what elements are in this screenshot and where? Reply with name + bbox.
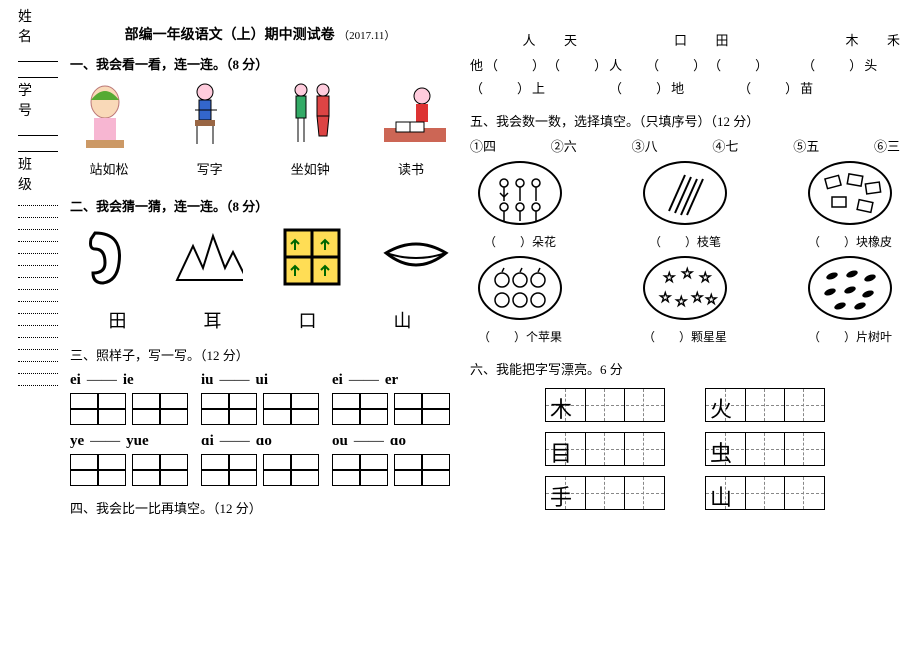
q3-pair-2: ei——er <box>332 372 450 389</box>
q6-heading: 六、我能把字写漂亮。6 分 <box>470 359 900 378</box>
fold-line <box>18 196 58 206</box>
q2-img-ear <box>70 221 140 293</box>
q5-cap2-1: （ ）颗星星 <box>643 328 727 345</box>
q5-options: ①四 ②六 ③八 ④七 ⑤五 ⑥三 <box>470 136 900 155</box>
q5-cap1-0: （ ）朵花 <box>478 233 562 250</box>
id-line2[interactable] <box>18 138 58 152</box>
q4-char-1: 天 <box>564 30 577 49</box>
q3-pair-0: ei——ie <box>70 372 188 389</box>
q1-img-sitting <box>173 79 243 151</box>
q5-heading: 五、我会数一数，选择填空。（只填序号）（12 分） <box>470 111 900 130</box>
q5-cap1-1: （ ）枝笔 <box>643 233 727 250</box>
q6-row3: 手 山 <box>470 476 900 510</box>
q4-heading: 四、我会比一比再填空。（12 分） <box>70 498 450 517</box>
q5-opt-3: ④七 <box>712 136 738 155</box>
q2-ans-1: 耳 <box>204 307 222 333</box>
q6-grid-2[interactable]: 目 <box>545 432 665 466</box>
q2-img-mouth <box>380 221 450 293</box>
q1-img-girl <box>70 79 140 151</box>
q3-heading: 三、照样子，写一写。（12 分） <box>70 345 450 364</box>
q5-flowers <box>478 161 562 225</box>
q2-img-field <box>277 221 347 293</box>
q1-images <box>70 79 450 151</box>
q4-char-0: 人 <box>522 30 535 49</box>
id-label: 学 号 <box>18 80 58 120</box>
q5-opt-5: ⑥三 <box>874 136 900 155</box>
q3-row1: ei——ie iu——ui ei——er <box>70 372 450 425</box>
q1-cap-2: 坐如钟 <box>271 159 349 178</box>
q3-pair-3: ye——yue <box>70 433 188 450</box>
q4-char-4: 木 <box>845 30 858 49</box>
q5-row2: （ ）个苹果 ☆☆☆☆☆☆☆（ ）颗星星 （ ）片树叶 <box>478 256 892 345</box>
name-line2[interactable] <box>18 64 58 78</box>
q3-pair-4: ɑi——ɑo <box>201 433 319 450</box>
q1-img-standing <box>277 79 347 151</box>
name-label: 姓 名 <box>18 6 58 46</box>
title-main: 部编一年级语文（上）期中测试卷 <box>125 28 335 43</box>
svg-text:☆: ☆ <box>675 295 688 310</box>
q2-ans-3: 山 <box>394 307 412 333</box>
paper-title: 部编一年级语文（上）期中测试卷 （2017.11） <box>70 24 450 44</box>
student-info-sidebar: 姓 名 学 号 班级 <box>18 6 58 388</box>
q5-opt-2: ③八 <box>632 136 658 155</box>
q4-row2: （）上 （）地 （）苗 <box>470 78 900 97</box>
q1-cap-1: 写字 <box>171 159 249 178</box>
q5-cap2-0: （ ）个苹果 <box>478 328 562 345</box>
svg-text:☆: ☆ <box>663 271 676 286</box>
q5-opt-1: ②六 <box>551 136 577 155</box>
class-label: 班级 <box>18 154 58 194</box>
q5-pencils <box>643 161 727 225</box>
q6-row2: 目 虫 <box>470 432 900 466</box>
svg-text:☆: ☆ <box>699 271 712 286</box>
q4-top: 人 天 口 田 木 禾 <box>470 30 900 49</box>
title-sub: （2017.11） <box>338 30 395 42</box>
q5-cap1-2: （ ）块橡皮 <box>808 233 892 250</box>
q1-cap-0: 站如松 <box>70 159 148 178</box>
id-line[interactable] <box>18 122 58 136</box>
q5-opt-0: ①四 <box>470 136 496 155</box>
q6-row1: 木 火 <box>470 388 900 422</box>
q4-char-3: 田 <box>715 30 728 49</box>
svg-text:☆: ☆ <box>705 293 718 308</box>
q1-heading: 一、我会看一看，连一连。（8 分） <box>70 54 450 73</box>
q4-char-5: 禾 <box>887 30 900 49</box>
q2-ans-0: 田 <box>109 307 127 333</box>
q3-grid[interactable] <box>70 393 126 425</box>
q1-img-reading <box>380 79 450 151</box>
svg-text:☆: ☆ <box>681 267 694 282</box>
q5-cap2-2: （ ）片树叶 <box>808 328 892 345</box>
q5-apples <box>478 256 562 320</box>
q3-row2: ye——yue ɑi——ɑo ou——ɑo <box>70 433 450 486</box>
q2-heading: 二、我会猜一猜，连一连。（8 分） <box>70 196 450 215</box>
q1-captions: 站如松 写字 坐如钟 读书 <box>70 159 450 178</box>
q6-grid-1[interactable]: 火 <box>705 388 825 422</box>
q6-grid-3[interactable]: 虫 <box>705 432 825 466</box>
q1-cap-3: 读书 <box>372 159 450 178</box>
q4-row1: 他（） （）人 （） （） （）头 <box>470 55 900 74</box>
q5-stars: ☆☆☆☆☆☆☆ <box>643 256 727 320</box>
q2-answers: 田 耳 口 山 <box>70 307 450 333</box>
name-line[interactable] <box>18 48 58 62</box>
q3-pair-1: iu——ui <box>201 372 319 389</box>
q5-erasers <box>808 161 892 225</box>
q6-grid-0[interactable]: 木 <box>545 388 665 422</box>
q6-grid-4[interactable]: 手 <box>545 476 665 510</box>
svg-text:☆: ☆ <box>691 291 704 306</box>
q4-char-2: 口 <box>674 30 687 49</box>
q2-images <box>70 221 450 293</box>
q2-img-mountain <box>173 221 243 293</box>
q5-row1: （ ）朵花 （ ）枝笔 （ ）块橡皮 <box>478 161 892 250</box>
svg-text:☆: ☆ <box>659 291 672 306</box>
q2-ans-2: 口 <box>299 307 317 333</box>
q5-opt-4: ⑤五 <box>793 136 819 155</box>
q5-leaves <box>808 256 892 320</box>
q6-grid-5[interactable]: 山 <box>705 476 825 510</box>
q3-pair-5: ou——ɑo <box>332 433 450 450</box>
